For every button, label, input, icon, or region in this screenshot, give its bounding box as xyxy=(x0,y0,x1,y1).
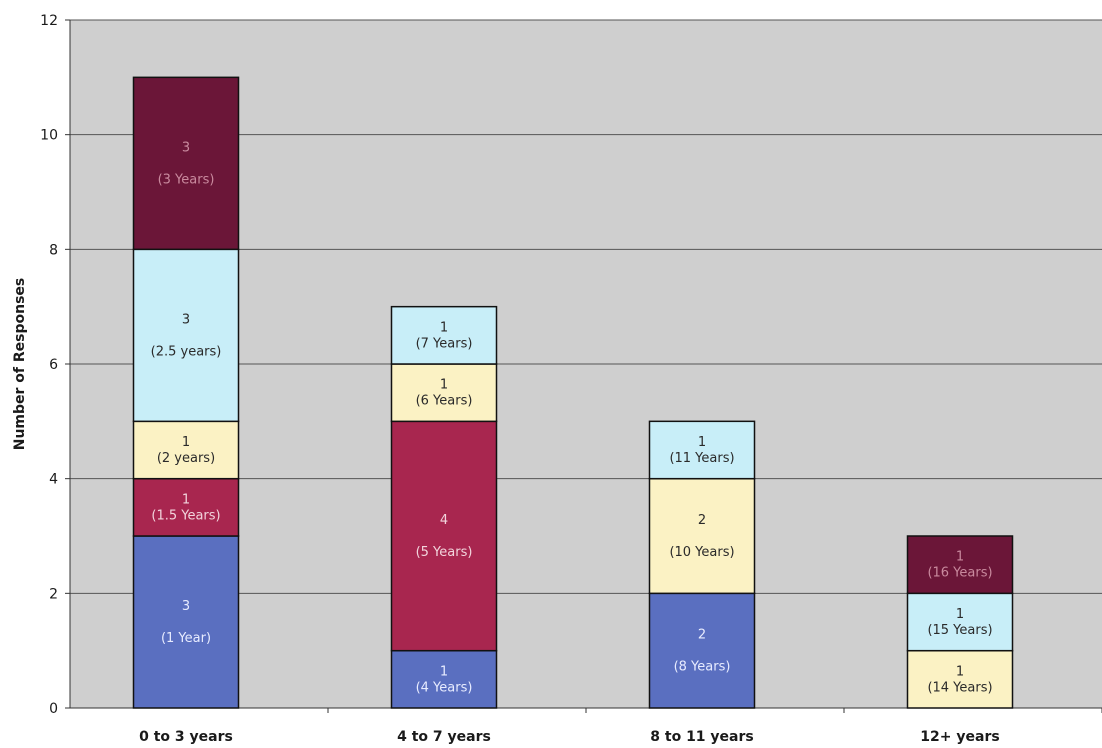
y-tick-label: 10 xyxy=(40,128,58,144)
segment-value-label: 1 xyxy=(956,607,964,622)
y-tick-label: 0 xyxy=(49,701,58,717)
y-tick-label: 4 xyxy=(49,472,58,488)
bar-segment xyxy=(906,649,1014,709)
bar-segment xyxy=(132,248,240,423)
bar-segment xyxy=(132,535,240,709)
segment-value-label: 2 xyxy=(698,513,706,528)
y-tick-label: 8 xyxy=(49,242,58,258)
x-category-label: 12+ years xyxy=(920,729,999,745)
segment-value-label: 3 xyxy=(182,599,190,614)
segment-value-label: 1 xyxy=(956,550,964,565)
bar-segment xyxy=(390,420,498,652)
segment-value-label: 1 xyxy=(440,378,448,393)
x-category-label: 4 to 7 years xyxy=(397,729,491,745)
bar-segment xyxy=(648,420,756,480)
bar-segment xyxy=(648,477,756,595)
segment-years-label: (2.5 years) xyxy=(151,344,222,359)
segment-value-label: 1 xyxy=(956,664,964,679)
segment-value-label: 3 xyxy=(182,140,190,155)
segment-years-label: (6 Years) xyxy=(416,394,473,409)
y-tick-label: 12 xyxy=(40,13,58,29)
labels: 3(1 Year)1(1.5 Years)1(2 years)3(2.5 yea… xyxy=(151,140,993,695)
bar-segment xyxy=(390,363,498,423)
bar-segment xyxy=(132,420,240,480)
segment-value-label: 1 xyxy=(182,435,190,450)
bar-segment xyxy=(648,592,756,709)
bar-segment xyxy=(390,305,498,365)
bar-segment xyxy=(390,649,498,709)
segment-years-label: (1 Year) xyxy=(161,631,211,646)
segment-value-label: 1 xyxy=(440,320,448,335)
segment-years-label: (16 Years) xyxy=(927,566,992,581)
segment-value-label: 2 xyxy=(698,628,706,643)
gridlines xyxy=(70,19,1102,594)
bar-segment xyxy=(906,592,1014,652)
segment-value-label: 1 xyxy=(698,435,706,450)
segment-years-label: (2 years) xyxy=(157,451,215,466)
segment-value-label: 3 xyxy=(182,312,190,327)
segment-value-label: 1 xyxy=(440,664,448,679)
bar-segment xyxy=(132,76,240,251)
x-category-label: 8 to 11 years xyxy=(650,729,753,745)
segment-years-label: (15 Years) xyxy=(927,623,992,638)
segment-years-label: (7 Years) xyxy=(416,336,473,351)
segment-years-label: (11 Years) xyxy=(669,451,734,466)
y-tick-label: 6 xyxy=(49,357,58,373)
segment-value-label: 4 xyxy=(440,513,448,528)
segment-years-label: (5 Years) xyxy=(416,545,473,560)
segment-years-label: (8 Years) xyxy=(674,660,731,675)
segment-years-label: (1.5 Years) xyxy=(151,508,220,523)
segment-years-label: (3 Years) xyxy=(158,172,215,187)
segment-years-label: (4 Years) xyxy=(416,680,473,695)
segment-years-label: (14 Years) xyxy=(927,680,992,695)
bar-segment xyxy=(906,535,1014,595)
segment-years-label: (10 Years) xyxy=(669,545,734,560)
y-tick-label: 2 xyxy=(49,586,58,602)
segment-value-label: 1 xyxy=(182,492,190,507)
x-category-label: 0 to 3 years xyxy=(139,729,233,745)
bars xyxy=(132,76,1014,709)
y-axis-title: Number of Responses xyxy=(12,278,28,451)
